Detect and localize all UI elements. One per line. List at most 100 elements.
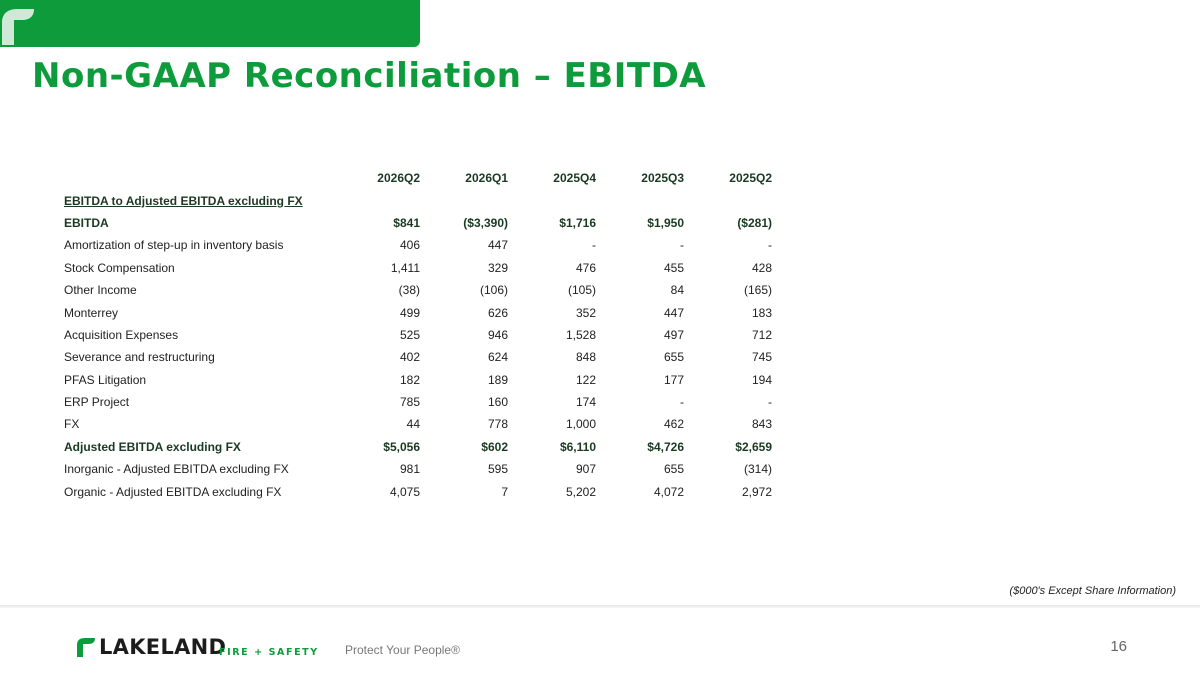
row-label: Amortization of step-up in inventory bas… bbox=[64, 238, 284, 253]
row-label: Acquisition Expenses bbox=[64, 327, 179, 342]
row-label: Adjusted EBITDA excluding FX bbox=[64, 439, 241, 454]
row-label: Organic - Adjusted EBITDA excluding FX bbox=[64, 484, 282, 499]
table-cell: 476 bbox=[575, 260, 596, 275]
table-cell: 4,072 bbox=[653, 484, 684, 499]
section-header-row: EBITDA to Adjusted EBITDA excluding FX bbox=[64, 189, 772, 211]
table-cell: 1,528 bbox=[565, 327, 596, 342]
table-cell: $4,726 bbox=[647, 439, 684, 454]
row-label: Monterrey bbox=[64, 305, 119, 320]
table-cell: - bbox=[592, 238, 596, 253]
header-accent-bar bbox=[0, 0, 420, 47]
table-cell: 655 bbox=[663, 462, 684, 477]
table-cell: 946 bbox=[487, 327, 508, 342]
table-cell: 194 bbox=[751, 372, 772, 387]
table-row: Other Income (38) (106) (105) 84 (165) bbox=[64, 279, 772, 301]
table-cell: $1,716 bbox=[559, 215, 596, 230]
page-title: Non-GAAP Reconciliation – EBITDA bbox=[32, 56, 707, 96]
table-cell: 907 bbox=[575, 462, 596, 477]
table-cell: 499 bbox=[399, 305, 420, 320]
table-cell: 406 bbox=[399, 238, 420, 253]
table-cell: 183 bbox=[751, 305, 772, 320]
table-cell: 352 bbox=[575, 305, 596, 320]
table-cell: 2,972 bbox=[741, 484, 772, 499]
table-cell: 447 bbox=[487, 238, 508, 253]
table-cell: 189 bbox=[487, 372, 508, 387]
column-header: 2026Q2 bbox=[377, 171, 420, 186]
units-note: ($000's Except Share Information) bbox=[1009, 585, 1176, 597]
table-cell: 84 bbox=[670, 283, 684, 298]
table-cell: (314) bbox=[743, 462, 772, 477]
table-cell: - bbox=[680, 238, 684, 253]
table-row: PFAS Litigation 182 189 122 177 194 bbox=[64, 369, 772, 391]
table-row: Inorganic - Adjusted EBITDA excluding FX… bbox=[64, 458, 772, 480]
table-cell: 843 bbox=[751, 417, 772, 432]
table-cell: ($3,390) bbox=[463, 215, 508, 230]
table-cell: 785 bbox=[399, 395, 420, 410]
column-header: 2026Q1 bbox=[465, 171, 508, 186]
table-cell: 626 bbox=[487, 305, 508, 320]
table-cell: (105) bbox=[567, 283, 596, 298]
footer-divider bbox=[0, 605, 1200, 608]
reconciliation-table: 2026Q2 2026Q1 2025Q4 2025Q3 2025Q2 EBITD… bbox=[64, 167, 772, 503]
table-cell: $1,950 bbox=[647, 215, 684, 230]
table-row: ERP Project 785 160 174 - - bbox=[64, 391, 772, 413]
table-cell: $841 bbox=[393, 215, 420, 230]
table-cell: 1,411 bbox=[390, 260, 420, 275]
table-cell: 122 bbox=[575, 372, 596, 387]
table-cell: - bbox=[768, 238, 772, 253]
logo-subtext: FIRE + SAFETY bbox=[219, 647, 319, 658]
table-cell: 7 bbox=[501, 484, 508, 499]
table-row: EBITDA $841 ($3,390) $1,716 $1,950 ($281) bbox=[64, 212, 772, 234]
table-cell: $602 bbox=[481, 439, 508, 454]
table-cell: 177 bbox=[663, 372, 684, 387]
column-header: 2025Q2 bbox=[729, 171, 772, 186]
table-cell: ($281) bbox=[737, 215, 772, 230]
table-cell: (165) bbox=[743, 283, 772, 298]
table-cell: (106) bbox=[479, 283, 508, 298]
table-cell: 462 bbox=[663, 417, 684, 432]
table-row: Acquisition Expenses 525 946 1,528 497 712 bbox=[64, 324, 772, 346]
table-cell: 712 bbox=[751, 327, 772, 342]
table-cell: 595 bbox=[487, 462, 508, 477]
table-cell: 848 bbox=[575, 350, 596, 365]
table-cell: 5,202 bbox=[565, 484, 596, 499]
table-cell: 1,000 bbox=[565, 417, 596, 432]
logo-wordmark: LAKELAND bbox=[99, 635, 227, 659]
row-label: ERP Project bbox=[64, 395, 130, 410]
table-row: Stock Compensation 1,411 329 476 455 428 bbox=[64, 257, 772, 279]
column-header: 2025Q4 bbox=[553, 171, 596, 186]
table-cell: $5,056 bbox=[383, 439, 420, 454]
row-label: EBITDA bbox=[64, 215, 109, 230]
table-row: Amortization of step-up in inventory bas… bbox=[64, 234, 772, 256]
table-cell: 745 bbox=[751, 350, 772, 365]
table-cell: 402 bbox=[399, 350, 420, 365]
lakeland-leaf-icon bbox=[77, 638, 95, 657]
table-cell: 778 bbox=[487, 417, 508, 432]
row-label: PFAS Litigation bbox=[64, 372, 147, 387]
table-cell: 455 bbox=[663, 260, 684, 275]
table-row: Adjusted EBITDA excluding FX $5,056 $602 $6… bbox=[64, 436, 772, 458]
table-cell: 182 bbox=[399, 372, 420, 387]
column-header: 2025Q3 bbox=[641, 171, 684, 186]
table-cell: 4,075 bbox=[389, 484, 420, 499]
column-header-row: 2026Q2 2026Q1 2025Q4 2025Q3 2025Q2 bbox=[64, 167, 772, 189]
table-cell: $2,659 bbox=[735, 439, 772, 454]
table-row: FX 44 778 1,000 462 843 bbox=[64, 413, 772, 435]
table-cell: 44 bbox=[406, 417, 420, 432]
row-label: Stock Compensation bbox=[64, 260, 175, 275]
table-cell: 981 bbox=[399, 462, 420, 477]
table-cell: $6,110 bbox=[559, 439, 596, 454]
table-row: Monterrey 499 626 352 447 183 bbox=[64, 301, 772, 323]
table-cell: 160 bbox=[487, 395, 508, 410]
table-row: Severance and restructuring 402 624 848 655 7… bbox=[64, 346, 772, 368]
footer-tagline: Protect Your People® bbox=[345, 643, 460, 657]
table-cell: 525 bbox=[399, 327, 420, 342]
table-cell: 428 bbox=[751, 260, 772, 275]
table-cell: 624 bbox=[487, 350, 508, 365]
table-row: Organic - Adjusted EBITDA excluding FX 4,… bbox=[64, 480, 772, 502]
table-cell: - bbox=[768, 395, 772, 410]
label-column-header bbox=[64, 167, 332, 189]
leaf-icon bbox=[2, 9, 34, 45]
page-number: 16 bbox=[1110, 638, 1127, 655]
row-label: Inorganic - Adjusted EBITDA excluding FX bbox=[64, 462, 289, 477]
